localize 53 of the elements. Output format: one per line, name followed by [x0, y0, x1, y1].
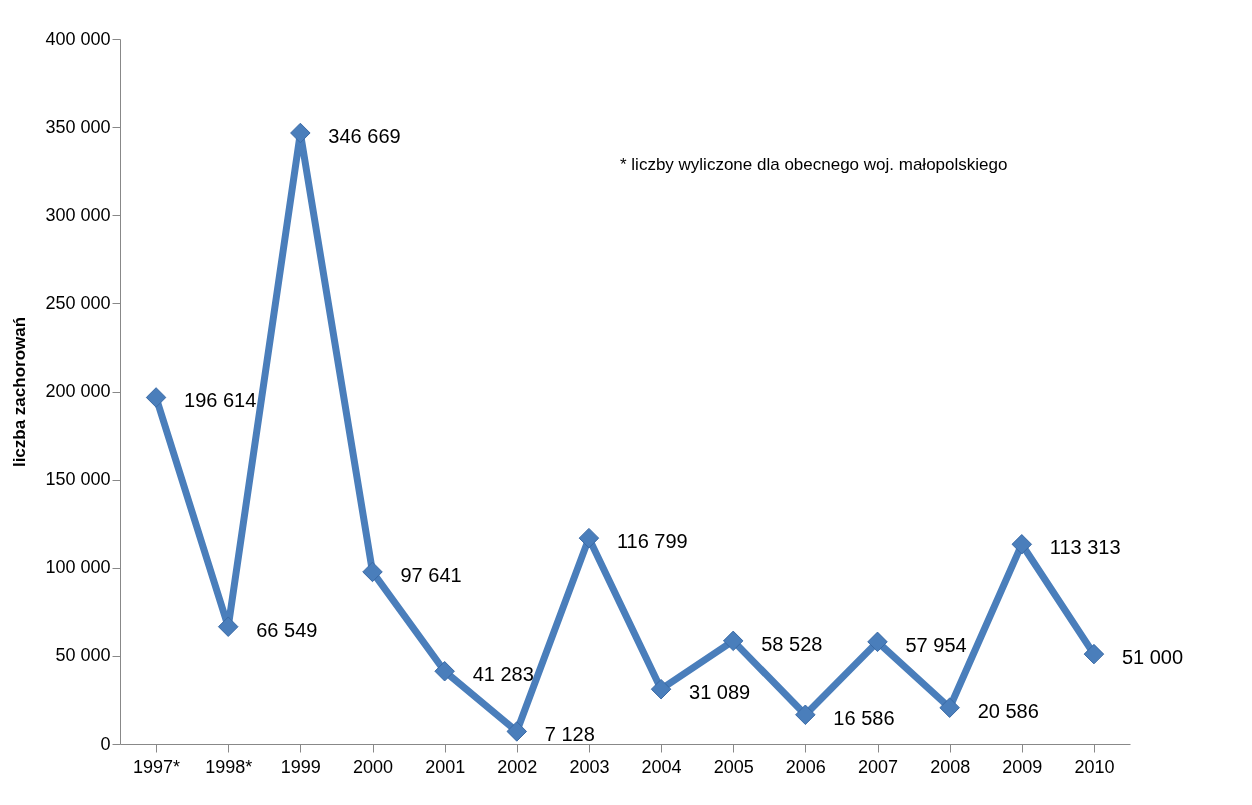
point [1083, 643, 1105, 665]
data-label: 51 000 [1121, 646, 1184, 669]
y-axis-title: liczba zachorowań [10, 316, 30, 468]
point [434, 660, 455, 682]
data-label: 20 586 [977, 699, 1039, 722]
x-tick-label: 2002 [497, 756, 538, 777]
x-tick-label: 2005 [713, 756, 754, 777]
point [867, 631, 888, 653]
point [939, 697, 960, 718]
x-tick-label: 2001 [425, 756, 466, 777]
x-tick-label: 1997* [133, 756, 181, 777]
y-tick-label: 300 000 [45, 204, 111, 225]
annotation: * liczby wyliczone dla obecnego woj. małopolskiego [620, 155, 1008, 174]
y-tick-label: 250 000 [45, 292, 111, 313]
data-label: 16 586 [833, 706, 895, 729]
y-tick-label: 0 [100, 733, 111, 754]
y-tick-label: 100 000 [45, 557, 111, 578]
data-label: 66 549 [256, 618, 318, 641]
data-label: 57 954 [905, 633, 967, 656]
point [217, 616, 239, 637]
data-label: 41 283 [472, 663, 534, 686]
x-tick-label: 2003 [569, 756, 610, 777]
y-tick-label: 50 000 [55, 645, 111, 666]
x-tick-label: 2006 [785, 756, 826, 777]
x-tick-label: 1998* [205, 756, 253, 777]
x-tick-label: 2008 [930, 756, 971, 777]
data-label: 113 313 [1049, 536, 1121, 559]
y-tick-label: 200 000 [45, 381, 111, 401]
y-tick-label: 350 000 [45, 116, 111, 137]
point [290, 122, 311, 144]
x-tick-label: 2009 [1002, 756, 1043, 777]
y-tick-label: 400 000 [45, 28, 111, 49]
point [722, 630, 744, 652]
data-label: 116 799 [616, 530, 688, 553]
point [145, 387, 167, 408]
x-tick-label: 2004 [641, 756, 682, 777]
point [578, 527, 600, 549]
data-label: 31 089 [689, 681, 751, 704]
point [1011, 534, 1033, 555]
x-tick-label: 2010 [1074, 756, 1115, 777]
point [650, 678, 672, 700]
point [362, 561, 383, 583]
data-label: 97 641 [400, 563, 462, 586]
data-label: 196 614 [184, 389, 257, 412]
data-label: 346 669 [328, 125, 401, 147]
point [506, 721, 528, 742]
x-tick-label: 1999 [280, 756, 321, 777]
x-tick-label: 2007 [857, 756, 899, 777]
data-label: 7 128 [544, 723, 595, 746]
data-label: 58 528 [761, 632, 823, 655]
point [795, 704, 816, 726]
y-tick-label: 150 000 [45, 469, 111, 490]
x-tick-label: 2000 [352, 756, 394, 777]
